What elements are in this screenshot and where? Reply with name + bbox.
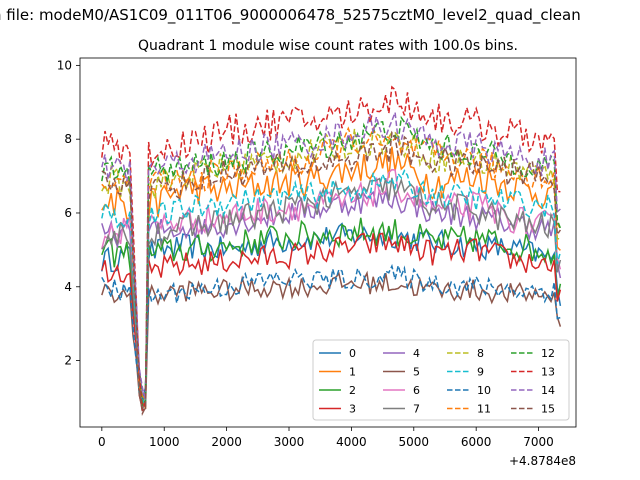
series-line-7 (101, 177, 562, 411)
series-line-1 (101, 146, 561, 410)
legend-label-11: 11 (477, 403, 491, 416)
legend-label-0: 0 (349, 347, 356, 360)
x-tick-label: 3000 (274, 435, 305, 449)
series-line-10 (101, 262, 561, 400)
legend-frame (312, 339, 570, 421)
figure-suptitle: n file: modeM0/AS1C09_011T06_9000006478_… (0, 6, 581, 25)
series-line-12 (101, 115, 562, 407)
x-tick-label: 4000 (336, 435, 367, 449)
legend-label-1: 1 (349, 366, 356, 379)
legend-label-12: 12 (541, 347, 555, 360)
y-tick-label: 8 (64, 132, 72, 146)
legend-label-15: 15 (541, 403, 555, 416)
legend-label-10: 10 (477, 384, 491, 397)
series-line-3 (101, 232, 562, 412)
series-line-14 (101, 112, 561, 401)
y-tick-label: 10 (57, 58, 72, 72)
series-line-2 (101, 217, 562, 404)
legend-label-3: 3 (349, 403, 356, 416)
legend-label-2: 2 (349, 384, 356, 397)
legend-label-6: 6 (413, 384, 420, 397)
plot-title: Quadrant 1 module wise count rates with … (138, 38, 518, 54)
x-tick-label: 1000 (149, 435, 180, 449)
series-line-13 (101, 85, 561, 411)
series-line-9 (101, 169, 562, 408)
x-tick-label: 2000 (211, 435, 242, 449)
legend-label-8: 8 (477, 347, 484, 360)
y-tick-label: 6 (64, 206, 72, 220)
legend-label-4: 4 (413, 347, 420, 360)
y-tick-label: 2 (64, 354, 72, 368)
legend-label-9: 9 (477, 366, 484, 379)
y-tick-label: 4 (64, 280, 72, 294)
series-line-0 (101, 222, 562, 401)
x-tick-label: 7000 (523, 435, 554, 449)
x-tick-label: 6000 (461, 435, 492, 449)
series-line-15 (101, 130, 562, 417)
legend-label-14: 14 (541, 384, 555, 397)
x-tick-label: 0 (98, 435, 106, 449)
legend-label-13: 13 (541, 366, 555, 379)
axes-frame (79, 57, 577, 428)
x-tick-label: 5000 (399, 435, 430, 449)
legend-label-7: 7 (413, 403, 420, 416)
legend-label-5: 5 (413, 366, 420, 379)
x-offset-text: +4.8784e8 (509, 454, 576, 468)
